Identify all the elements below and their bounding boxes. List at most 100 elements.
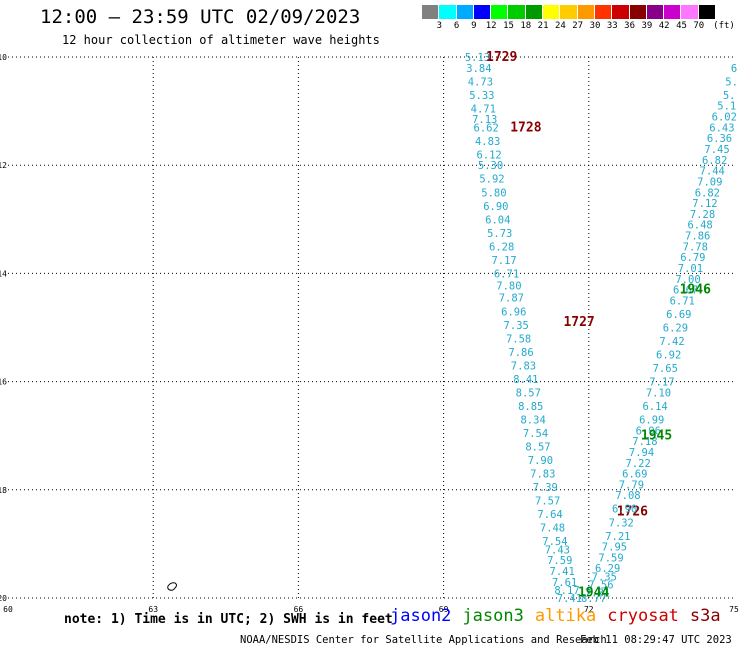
swh-value: 8.85 [518,401,543,413]
y-tick-label: -20 [0,594,7,603]
swh-value: 7.65 [653,363,678,375]
pass-time-label: 1945 [641,429,672,444]
x-tick-label: 75 [729,605,739,614]
swh-value: 6.90 [483,201,508,213]
swh-value: 7.35 [592,571,617,583]
pass-time-label: 1726 [617,504,648,519]
swh-value: 7.94 [629,447,654,459]
swh-value: 7.64 [537,509,562,521]
swh-value: 6.04 [485,214,510,226]
swh-value: 7.54 [523,428,548,440]
color-scale-labels: 3 6 9 12 15 18 21 24 27 30 33 36 39 42 45 70 (ft) [422,21,735,33]
satellite-name: cryosat [607,606,679,626]
swh-value: 6.12 [476,149,501,161]
legend-swatch [422,5,440,19]
satellite-name: s3a [689,606,721,626]
swh-value: 7.45 [704,144,729,156]
swh-value: 7.43 [545,544,570,556]
swh-value: 8.57 [516,387,541,399]
y-tick-label: -10 [0,53,7,62]
swh-value: 7.09 [697,176,722,188]
x-tick-label: 66 [294,605,304,614]
swh-value: 7.56 [588,579,613,591]
swh-value: 7.21 [605,531,630,543]
legend-swatch [612,5,630,19]
swh-value: 7.44 [700,166,725,178]
tick-labels: 60 63 66 69 72 75 -10 -12 -14 -16 -18 -20 [0,53,739,614]
swh-value: 7.81 [585,588,610,600]
legend-swatch [473,5,492,19]
swh-value: 8.57 [525,442,550,454]
legend-swatch [508,5,526,19]
legend-label: 24 [554,21,566,31]
legend-swatch [664,5,682,19]
legend-label: 39 [641,21,653,31]
track-b: 65.5.5.16.026.436.367.456.827.447.096.82… [578,63,738,605]
legend-swatch [491,5,509,19]
legend-swatch [456,5,474,19]
swh-value: 7.32 [609,517,634,529]
swh-value: 6.99 [639,414,664,426]
swh-value: 6.96 [636,425,661,437]
swh-value: 7.61 [552,577,577,589]
swh-value: 7.22 [626,458,651,470]
swh-value: 7.10 [646,387,671,399]
swh-value: 7.01 [678,263,703,275]
color-scale-legend [422,5,717,19]
swh-value: 6.69 [622,469,647,481]
swh-value: 7.41 [557,593,582,605]
satellite-name: jason3 [462,606,524,626]
legend-label: 6 [453,21,460,31]
swh-value: 3.84 [466,63,491,75]
island-outline [167,582,177,591]
swh-value: 7.35 [504,320,529,332]
legend-label: 15 [503,21,514,31]
swh-value: 7.00 [675,274,700,286]
generated-timestamp: Feb 11 08:29:47 UTC 2023 [580,634,732,646]
pass-time-label: 1729 [486,50,517,65]
swh-value: 7.39 [533,482,558,494]
swh-value: 6.43 [709,122,734,134]
swh-value: 6.96 [501,306,526,318]
x-tick-label: 69 [439,605,449,614]
swh-value: 6.14 [642,401,667,413]
swh-value: 5.33 [469,90,494,102]
swh-value: 4.83 [475,136,500,148]
legend-label: 42 [658,21,670,31]
x-tick-label: 72 [584,605,594,614]
legend-label: 27 [572,21,584,31]
legend-swatch [543,5,561,19]
legend-label: 9 [471,21,477,31]
swh-value: 6.67 [673,285,698,297]
legend-swatch [681,5,699,19]
legend-label: 36 [624,21,636,31]
legend-swatch [629,5,647,19]
legend-label: 3 [436,21,443,31]
swh-value: 8.17 [554,585,579,597]
swh-value: 7.57 [535,496,560,508]
pass-time-label: 1946 [680,283,711,298]
swh-value: 6.28 [489,241,514,253]
swh-value: 7.90 [528,455,553,467]
swh-value: 4.73 [468,76,493,88]
swh-value: 5.1 [717,101,736,113]
x-tick-label: 63 [148,605,158,614]
legend-swatch [560,5,578,19]
pass-time-label: 1944 [578,586,609,601]
legend-label: 30 [589,21,601,31]
swh-value: 4.71 [471,103,496,115]
swh-value: 7.78 [683,241,708,253]
swh-value: 7.83 [530,469,555,481]
swh-value: 7.79 [619,479,644,491]
y-tick-label: -16 [0,378,7,387]
legend-label: 18 [520,21,532,31]
legend-swatch [646,5,665,19]
swh-value: 7.08 [615,490,640,502]
swh-value: 7.80 [496,280,521,292]
swh-value: 7.83 [511,360,536,372]
footnote: note: 1) Time is in UTC; 2) SWH is in fe… [64,612,393,627]
swh-value: 7.48 [540,523,565,535]
legend-label: 70 [693,21,705,31]
legend-label: 21 [537,21,549,31]
swh-value: 6.69 [666,309,691,321]
